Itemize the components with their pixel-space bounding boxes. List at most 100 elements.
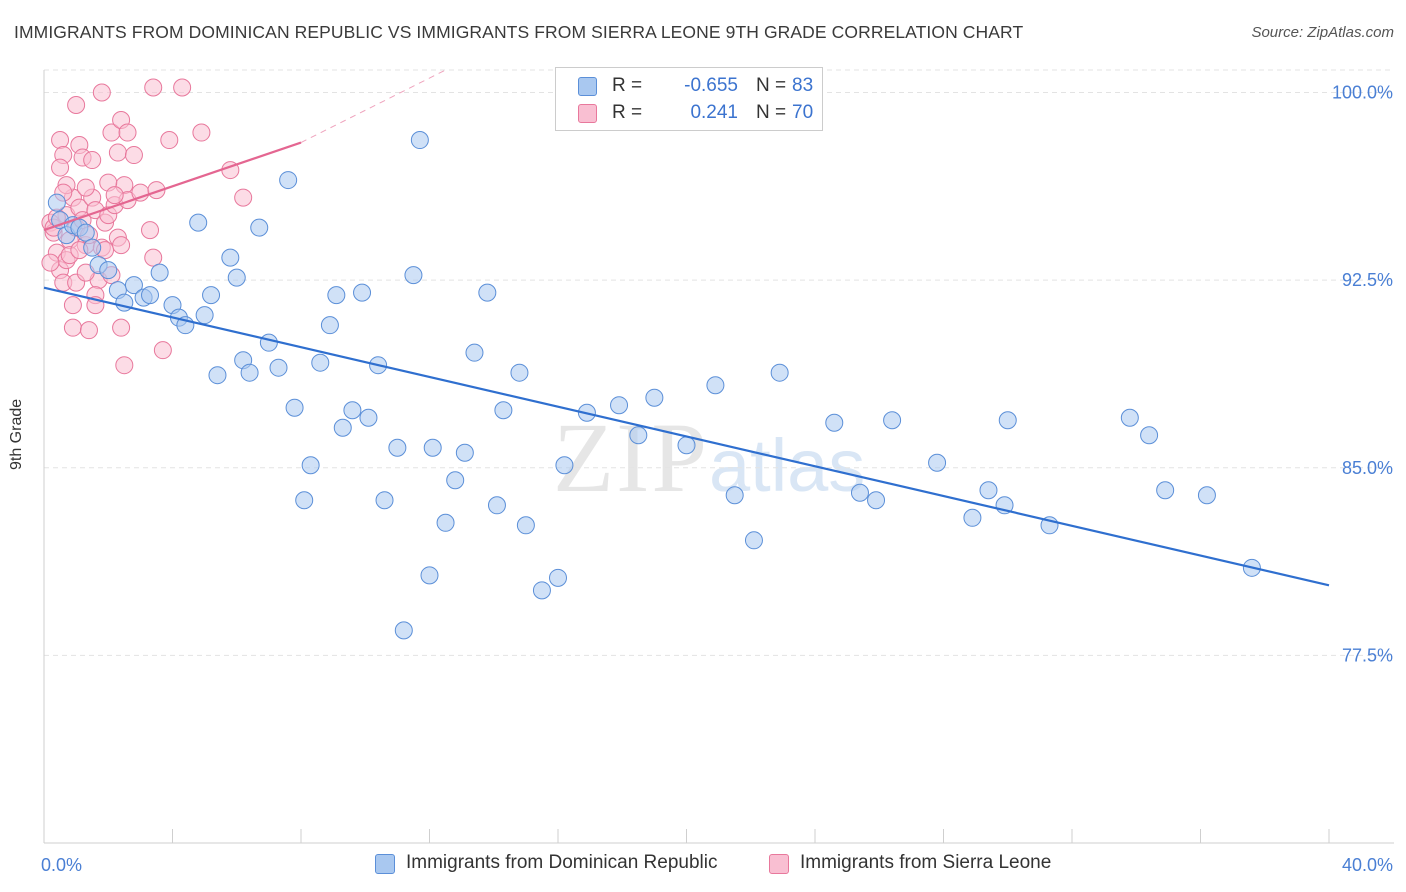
series-swatch-pink: [769, 854, 789, 874]
sierra-leone-point: [83, 151, 102, 170]
y-tick-label: 92.5%: [1342, 270, 1393, 290]
dominican-republic-point: [446, 471, 465, 490]
sierra-leone-point: [112, 236, 131, 255]
dominican-republic-point: [76, 223, 95, 242]
dominican-republic-point: [629, 426, 648, 445]
dominican-republic-point: [1140, 426, 1159, 445]
series-swatch-blue: [375, 854, 395, 874]
legend-n-label: N =: [756, 102, 787, 123]
dominican-republic-point: [706, 376, 725, 395]
dominican-republic-point: [478, 283, 497, 302]
dominican-republic-point: [394, 621, 413, 640]
dominican-republic-point: [353, 283, 372, 302]
dominican-republic-point: [99, 261, 118, 280]
sierra-leone-point: [192, 123, 211, 142]
sierra-leone-point: [160, 131, 179, 150]
dominican-trend-line: [43, 286, 1330, 587]
dominican-republic-point: [494, 401, 513, 420]
dominican-republic-point: [150, 263, 169, 282]
sierra-leone-trend-extension: [300, 69, 446, 143]
dominican-republic-point: [240, 363, 259, 382]
dominican-republic-point: [744, 531, 763, 550]
legend-r-label: R =: [612, 75, 643, 96]
sierra-leone-point: [76, 178, 95, 197]
sierra-leone-point: [108, 143, 127, 162]
stats-legend: R = -0.655 N = 83 R = 0.241 N = 70: [555, 67, 823, 131]
sierra-leone-point: [105, 186, 124, 205]
series-legend-label: Immigrants from Sierra Leone: [800, 852, 1052, 873]
dominican-republic-point: [301, 456, 320, 475]
dominican-republic-point: [295, 491, 314, 510]
dominican-republic-point: [420, 566, 439, 585]
dominican-republic-point: [359, 408, 378, 427]
legend-r-value: 0.241: [690, 102, 738, 123]
sierra-leone-point: [124, 146, 143, 165]
dominican-republic-point: [47, 193, 66, 212]
dominican-republic-point: [645, 388, 664, 407]
watermark-zip: ZIP: [553, 402, 709, 513]
dominican-republic-point: [410, 131, 429, 150]
sierra-leone-point: [63, 318, 82, 337]
sierra-leone-point: [63, 296, 82, 315]
dominican-republic-point: [465, 343, 484, 362]
sierra-leone-point: [41, 253, 60, 272]
dominican-republic-point: [770, 363, 789, 382]
legend-swatch-pink: [578, 104, 597, 123]
sierra-leone-point: [234, 188, 253, 207]
dominican-republic-point: [1120, 408, 1139, 427]
sierra-leone-point: [153, 341, 172, 360]
legend-n-value: 70: [792, 102, 814, 123]
dominican-republic-point: [320, 316, 339, 335]
x-tick-label: 0.0%: [41, 855, 82, 875]
series-legend-label: Immigrants from Dominican Republic: [406, 852, 718, 873]
legend-swatch-blue: [578, 77, 597, 96]
x-tick-label: 40.0%: [1342, 855, 1393, 875]
sierra-leone-point: [112, 318, 131, 337]
dominican-republic-point: [141, 286, 160, 305]
y-tick-label: 85.0%: [1342, 458, 1393, 478]
tick-labels: 100.0% 92.5% 85.0% 77.5% 0.0% 40.0%: [41, 83, 1393, 875]
chart-title: IMMIGRANTS FROM DOMINICAN REPUBLIC VS IM…: [14, 22, 1024, 42]
dominican-republic-point: [285, 398, 304, 417]
dominican-republic-point: [487, 496, 506, 515]
legend-r-label: R =: [612, 102, 643, 123]
dominican-republic-point: [195, 306, 214, 325]
dominican-republic-point: [979, 481, 998, 500]
watermark: ZIPatlas: [553, 400, 865, 515]
dominican-republic-point: [677, 436, 696, 455]
dominican-republic-point: [436, 513, 455, 532]
y-tick-label: 77.5%: [1342, 645, 1393, 665]
dominican-republic-point: [83, 238, 102, 257]
dominican-republic-point: [124, 276, 143, 295]
dominican-republic-point: [202, 286, 221, 305]
sierra-leone-point: [141, 221, 160, 240]
sierra-leone-point: [115, 356, 134, 375]
axes: [43, 70, 1394, 844]
dominican-republic-point: [208, 366, 227, 385]
dominican-republic-point: [532, 581, 551, 600]
dominican-republic-point: [279, 171, 298, 190]
dominican-republic-point: [1156, 481, 1175, 500]
legend-n-value: 83: [792, 75, 814, 96]
dominican-republic-point: [250, 218, 269, 237]
sierra-leone-point: [173, 78, 192, 97]
dominican-republic-points: [47, 131, 1261, 640]
sierra-leone-point: [144, 248, 163, 267]
sierra-leone-point: [67, 96, 86, 115]
dominican-republic-point: [423, 438, 442, 457]
dominican-republic-point: [963, 508, 982, 527]
dominican-republic-point: [269, 358, 288, 377]
dominican-republic-point: [850, 483, 869, 502]
source-credit: Source: ZipAtlas.com: [1251, 24, 1394, 41]
legend-r-value: -0.655: [684, 75, 738, 96]
dominican-republic-point: [867, 491, 886, 510]
dominican-republic-point: [549, 568, 567, 587]
dominican-republic-point: [327, 286, 346, 305]
dominican-republic-point: [333, 418, 352, 437]
dominican-republic-point: [883, 411, 902, 430]
dominican-republic-point: [388, 438, 407, 457]
dominican-republic-point: [343, 401, 362, 420]
sierra-leone-point: [79, 321, 98, 340]
y-tick-label: 100.0%: [1332, 83, 1393, 103]
